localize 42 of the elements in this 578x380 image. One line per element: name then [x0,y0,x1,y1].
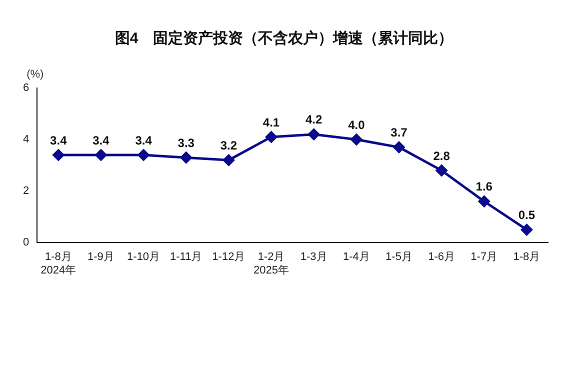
data-label: 3.4 [92,133,110,148]
x-tick-label: 1-7月 [470,251,498,264]
data-label: 4.2 [306,112,323,127]
x-tick-label: 1-2月 2025年 [254,251,290,276]
x-tick-label: 1-3月 [300,251,328,264]
y-tick-label: 2 [22,185,30,198]
x-tick-label: 1-9月 [88,251,114,264]
data-label: 4.0 [348,118,366,132]
point [266,131,278,143]
point [308,128,320,140]
point [350,134,362,146]
data-label: 2.8 [433,148,450,163]
chart-title: 图4 固定资产投资（不含农户）增速（累计同比） [114,29,454,48]
point [180,152,192,164]
point [520,224,532,236]
data-label: 3.4 [135,133,152,148]
point [436,164,448,176]
point [222,154,234,166]
x-tick-label: 1-11月 [170,251,202,264]
data-label: 0.5 [518,208,536,222]
x-tick-label: 1-10月 [127,251,160,264]
data-label: 3.4 [50,133,68,148]
x-tick-label: 1-5月 [386,251,412,264]
data-label: 1.6 [476,180,493,194]
point [393,142,405,154]
data-label: 3.2 [220,138,238,152]
x-tick-label: 1-8月 [513,251,540,264]
data-label: 4.1 [262,115,280,130]
x-tick-label: 1-6月 [428,251,456,264]
data-label: 3.7 [390,126,408,140]
data-label: 3.3 [178,136,195,150]
point [138,149,150,161]
point [52,149,64,161]
y-tick-label: 0 [22,236,30,249]
y-axis-title: (%) [26,68,44,81]
y-tick-label: 4 [22,134,30,146]
point [95,149,107,161]
x-tick-label: 1-12月 [212,251,246,264]
x-tick-label: 1-8月 2024年 [40,251,76,276]
y-tick-label: 6 [22,82,30,94]
point [478,196,490,208]
x-tick-label: 1-4月 [342,251,370,264]
